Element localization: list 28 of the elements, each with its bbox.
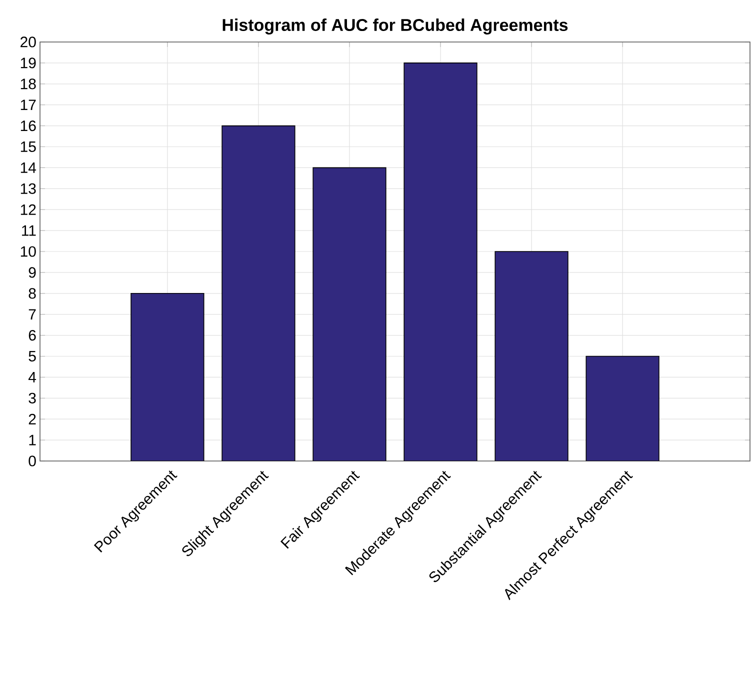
bar [222, 125, 296, 461]
y-tick-label: 0 [28, 456, 36, 466]
y-tick-label: 13 [20, 183, 36, 194]
y-tick-label: 12 [20, 204, 36, 215]
y-tick-label: 9 [28, 267, 36, 278]
y-tick-label: 4 [28, 372, 36, 382]
bar [586, 356, 660, 461]
bar [404, 62, 478, 461]
y-tick-label: 1 [29, 434, 36, 446]
bar [130, 293, 204, 461]
chart-title: Histogram of AUC for BCubed Agreements [222, 18, 568, 34]
y-tick-label: 19 [20, 58, 36, 68]
y-tick-label: 20 [20, 36, 36, 48]
bar [312, 167, 386, 461]
y-tick-label: 5 [28, 351, 36, 362]
y-tick-label: 7 [28, 309, 36, 320]
y-tick-label: 2 [28, 414, 36, 424]
y-tick-label: 16 [20, 120, 36, 132]
y-tick-label: 18 [20, 78, 36, 90]
bar [494, 251, 568, 461]
y-tick-label: 6 [28, 330, 36, 341]
y-tick-label: 10 [20, 246, 36, 257]
y-tick-label: 15 [20, 142, 36, 152]
y-tick-label: 14 [20, 162, 36, 173]
y-tick-label: 8 [28, 288, 36, 299]
y-tick-label: 11 [22, 225, 36, 236]
y-tick-label: 3 [28, 392, 36, 404]
y-tick-label: 17 [20, 100, 36, 110]
